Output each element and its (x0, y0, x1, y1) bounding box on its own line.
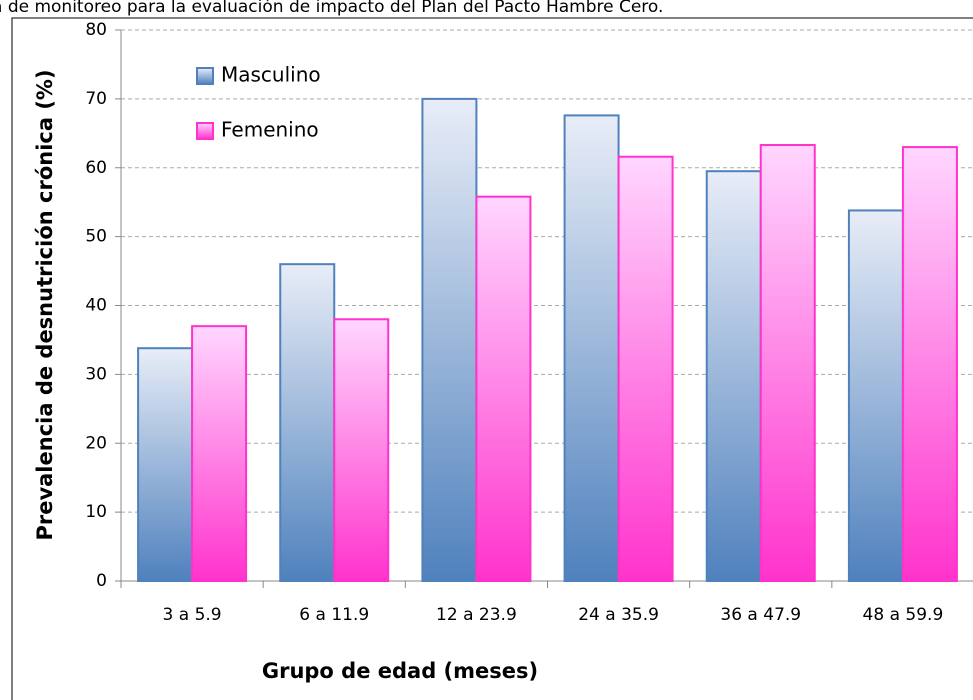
y-tick-label: 40 (85, 296, 107, 316)
bar (279, 263, 336, 582)
bar (333, 318, 390, 582)
bar (191, 325, 248, 582)
legend-label: Femenino (221, 118, 319, 142)
y-tick-label: 10 (85, 502, 107, 522)
bar (421, 97, 478, 582)
bar (705, 170, 762, 582)
y-tick-label: 50 (85, 227, 107, 247)
legend-swatch (196, 122, 214, 140)
y-tick-label: 60 (85, 158, 107, 178)
y-tick-label: 30 (85, 364, 107, 384)
bar (901, 146, 958, 582)
y-tick-label: 70 (85, 89, 107, 109)
y-tick-label: 20 (85, 433, 107, 453)
bar (617, 155, 674, 582)
y-tick-label: 80 (85, 20, 107, 40)
bar (847, 209, 904, 582)
bar (759, 144, 816, 583)
x-axis-label: Grupo de edad (meses) (262, 659, 538, 683)
y-axis-label: Prevalencia de desnutrición crónica (%) (33, 69, 57, 540)
legend-swatch (196, 67, 214, 85)
x-tick-label: 6 a 11.9 (299, 605, 369, 625)
bar (475, 195, 532, 583)
chart-title: a de monitoreo para la evaluación de imp… (0, 0, 663, 17)
bar (563, 114, 620, 582)
x-tick-label: 36 a 47.9 (720, 605, 801, 625)
x-tick-label: 3 a 5.9 (163, 605, 222, 625)
x-tick-label: 48 a 59.9 (863, 605, 944, 625)
x-tick-label: 12 a 23.9 (436, 605, 517, 625)
x-tick-label: 24 a 35.9 (578, 605, 659, 625)
y-tick-label: 0 (96, 571, 107, 591)
legend-label: Masculino (221, 63, 321, 87)
bar (137, 347, 194, 583)
